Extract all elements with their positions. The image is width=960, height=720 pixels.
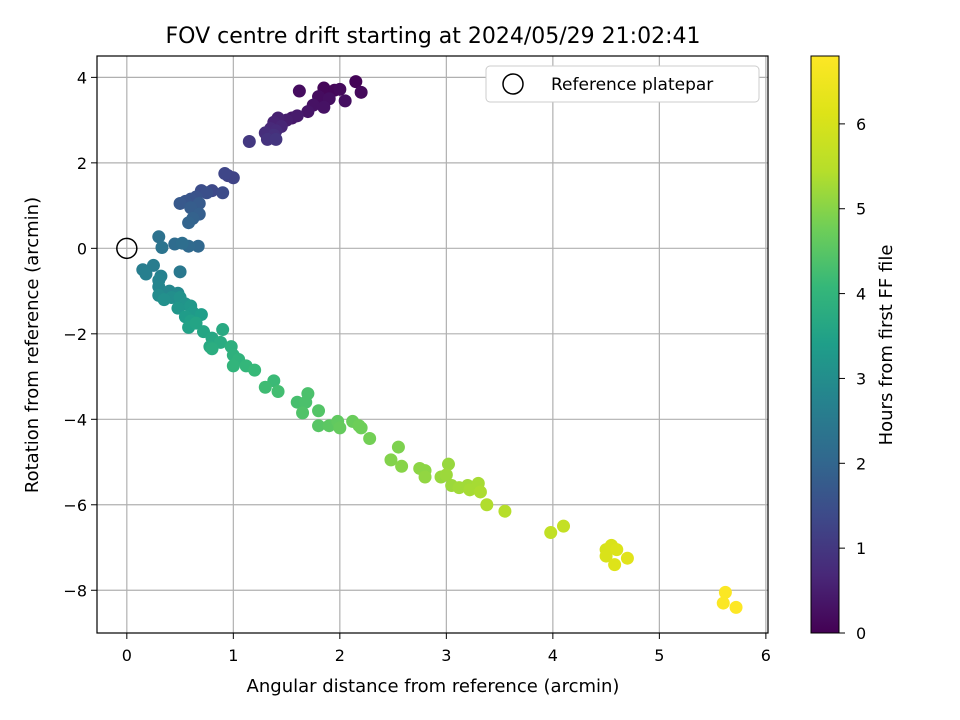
x-tick-label: 4 bbox=[548, 646, 558, 665]
data-point bbox=[191, 239, 205, 253]
colorbar-tick-label: 0 bbox=[856, 624, 866, 643]
data-point bbox=[729, 600, 743, 614]
data-point bbox=[218, 167, 232, 181]
data-point bbox=[271, 385, 285, 399]
data-point bbox=[171, 301, 185, 315]
y-ticks: −8 −6 −4 −2 0 2 4 bbox=[63, 68, 97, 600]
data-point bbox=[338, 94, 352, 108]
data-point bbox=[146, 258, 160, 272]
data-point bbox=[544, 526, 558, 540]
x-tick-label: 0 bbox=[122, 646, 132, 665]
data-point bbox=[216, 186, 230, 200]
data-point bbox=[480, 498, 494, 512]
data-point bbox=[296, 406, 310, 420]
y-tick-label: 2 bbox=[77, 154, 87, 173]
y-tick-label: 0 bbox=[77, 239, 87, 258]
colorbar: 0 1 2 3 4 5 6 Hours from first FF file bbox=[810, 55, 897, 643]
data-point bbox=[242, 134, 256, 148]
x-tick-label: 5 bbox=[654, 646, 664, 665]
x-tick-label: 6 bbox=[761, 646, 771, 665]
data-point bbox=[716, 596, 730, 610]
colorbar-gradient bbox=[810, 55, 840, 634]
data-point bbox=[354, 85, 368, 99]
data-point bbox=[333, 421, 347, 435]
data-point bbox=[139, 267, 153, 281]
data-point bbox=[312, 404, 326, 418]
data-point bbox=[439, 468, 453, 482]
data-point bbox=[155, 240, 169, 254]
y-tick-label: −6 bbox=[63, 496, 87, 515]
data-point bbox=[205, 342, 219, 356]
data-point bbox=[175, 236, 189, 250]
data-point bbox=[391, 440, 405, 454]
data-point bbox=[599, 549, 613, 563]
data-point bbox=[290, 109, 304, 123]
plot-frame bbox=[96, 55, 769, 634]
legend: Reference platepar bbox=[485, 65, 760, 103]
data-point bbox=[301, 105, 315, 119]
x-tick-label: 2 bbox=[335, 646, 345, 665]
data-point bbox=[354, 421, 368, 435]
data-point bbox=[384, 453, 398, 467]
data-point bbox=[441, 457, 455, 471]
data-point bbox=[258, 380, 272, 394]
data-point bbox=[473, 485, 487, 499]
x-tick-label: 3 bbox=[441, 646, 451, 665]
chart-title: FOV centre drift starting at 2024/05/29 … bbox=[166, 24, 701, 49]
data-point bbox=[349, 75, 363, 89]
x-ticks: 0 1 2 3 4 5 6 bbox=[122, 633, 771, 665]
data-point bbox=[189, 316, 203, 330]
x-tick-label: 1 bbox=[228, 646, 238, 665]
data-point bbox=[152, 230, 166, 244]
data-point bbox=[363, 432, 377, 446]
data-point bbox=[292, 84, 306, 98]
colorbar-tick-label: 3 bbox=[856, 369, 866, 388]
data-point bbox=[301, 387, 315, 401]
data-point bbox=[608, 558, 622, 572]
data-point bbox=[620, 551, 634, 565]
data-point bbox=[157, 293, 171, 307]
colorbar-tick-label: 5 bbox=[856, 200, 866, 219]
data-point bbox=[333, 82, 347, 96]
colorbar-tick-label: 2 bbox=[856, 454, 866, 473]
legend-label: Reference platepar bbox=[551, 75, 713, 95]
data-point bbox=[173, 265, 187, 279]
data-point bbox=[216, 323, 230, 337]
colorbar-label: Hours from first FF file bbox=[876, 245, 897, 446]
x-axis-label: Angular distance from reference (arcmin) bbox=[247, 676, 620, 697]
colorbar-tick-label: 4 bbox=[856, 285, 866, 304]
y-tick-label: 4 bbox=[77, 68, 87, 87]
legend-marker bbox=[502, 73, 524, 95]
data-point bbox=[312, 419, 326, 433]
colorbar-ticks: 0 1 2 3 4 5 6 bbox=[839, 115, 866, 643]
colorbar-tick-label: 1 bbox=[856, 539, 866, 558]
data-point bbox=[173, 196, 187, 210]
data-point bbox=[610, 543, 624, 557]
reference-marker bbox=[116, 237, 138, 260]
data-point bbox=[317, 100, 331, 114]
y-tick-label: −2 bbox=[63, 325, 87, 344]
data-point bbox=[557, 519, 571, 533]
legend-box bbox=[485, 65, 760, 103]
data-point bbox=[269, 132, 283, 146]
y-tick-label: −8 bbox=[63, 581, 87, 600]
data-point bbox=[226, 359, 240, 373]
data-point bbox=[200, 186, 214, 200]
data-point bbox=[718, 585, 732, 599]
data-point bbox=[418, 470, 432, 484]
data-point bbox=[498, 504, 512, 518]
colorbar-tick-label: 6 bbox=[856, 115, 866, 134]
grid bbox=[97, 56, 768, 633]
data-point bbox=[248, 363, 262, 377]
points-layer bbox=[136, 75, 743, 614]
data-point bbox=[182, 216, 196, 230]
y-tick-label: −4 bbox=[63, 410, 87, 429]
data-point bbox=[395, 459, 409, 473]
y-axis-label: Rotation from reference (arcmin) bbox=[22, 197, 43, 493]
